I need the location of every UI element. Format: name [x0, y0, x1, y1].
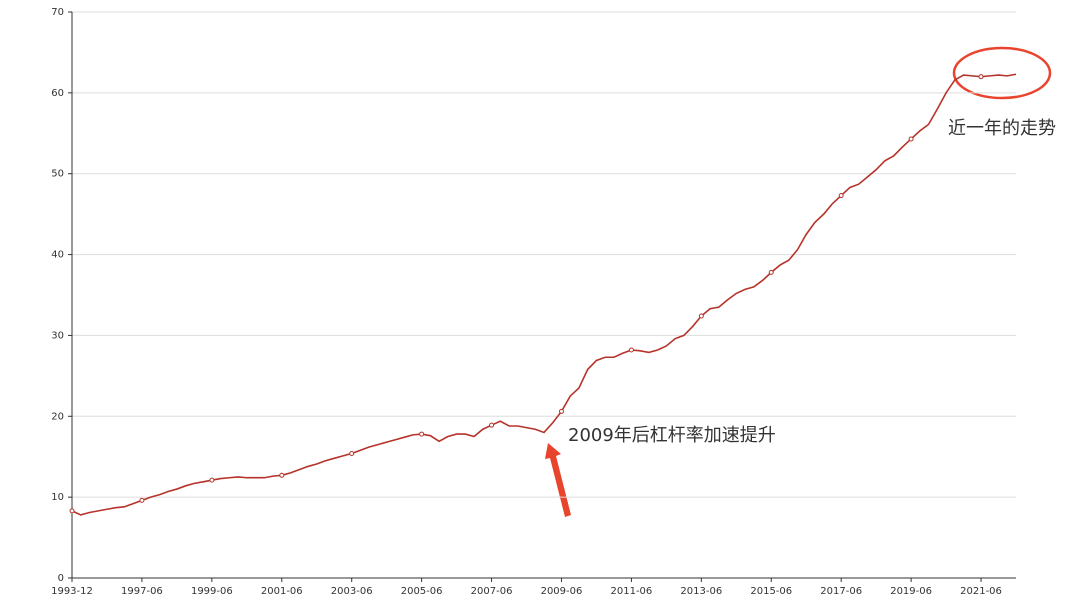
point [768, 269, 774, 275]
annotation: 2009年后杠杆率加速提升 [568, 425, 776, 446]
x-tick-label: 2017-06 [820, 586, 862, 597]
point [838, 193, 844, 199]
x-tick-label: 2021-06 [960, 586, 1002, 597]
y-tick-label: 30 [51, 330, 64, 341]
y-tick-label: 0 [58, 573, 64, 584]
point [628, 347, 634, 353]
point [419, 431, 425, 437]
x-tick-label: 2003-06 [331, 586, 373, 597]
y-tick-label: 10 [51, 492, 64, 503]
x-tick-label: 2011-06 [611, 586, 653, 597]
x-tick-label: 2013-06 [680, 586, 722, 597]
point [908, 136, 914, 142]
point [349, 450, 355, 456]
x-tick-label: 1993-12 [51, 586, 93, 597]
y-tick-label: 20 [51, 411, 64, 422]
point [978, 74, 984, 80]
point [139, 497, 145, 503]
line [71, 73, 1017, 516]
x-tick-label: 2009-06 [541, 586, 583, 597]
x-tick-label: 2015-06 [750, 586, 792, 597]
x-tick-label: 2019-06 [890, 586, 932, 597]
annotation: 近一年的走势 [948, 118, 1056, 139]
point [489, 422, 495, 428]
y-tick-label: 50 [51, 169, 64, 180]
point [279, 472, 285, 478]
point [558, 408, 564, 414]
point [698, 313, 704, 319]
y-tick-label: 70 [51, 7, 64, 18]
highlight-ellipse [952, 46, 1052, 100]
point [69, 508, 75, 514]
y-tick-label: 40 [51, 250, 64, 261]
point [209, 477, 215, 483]
y-tick-label: 60 [51, 88, 64, 99]
x-tick-label: 2005-06 [401, 586, 443, 597]
x-tick-label: 1999-06 [191, 586, 233, 597]
x-tick-label: 2007-06 [471, 586, 513, 597]
x-tick-label: 1997-06 [121, 586, 163, 597]
x-tick-label: 2001-06 [261, 586, 303, 597]
arrow [545, 443, 571, 517]
